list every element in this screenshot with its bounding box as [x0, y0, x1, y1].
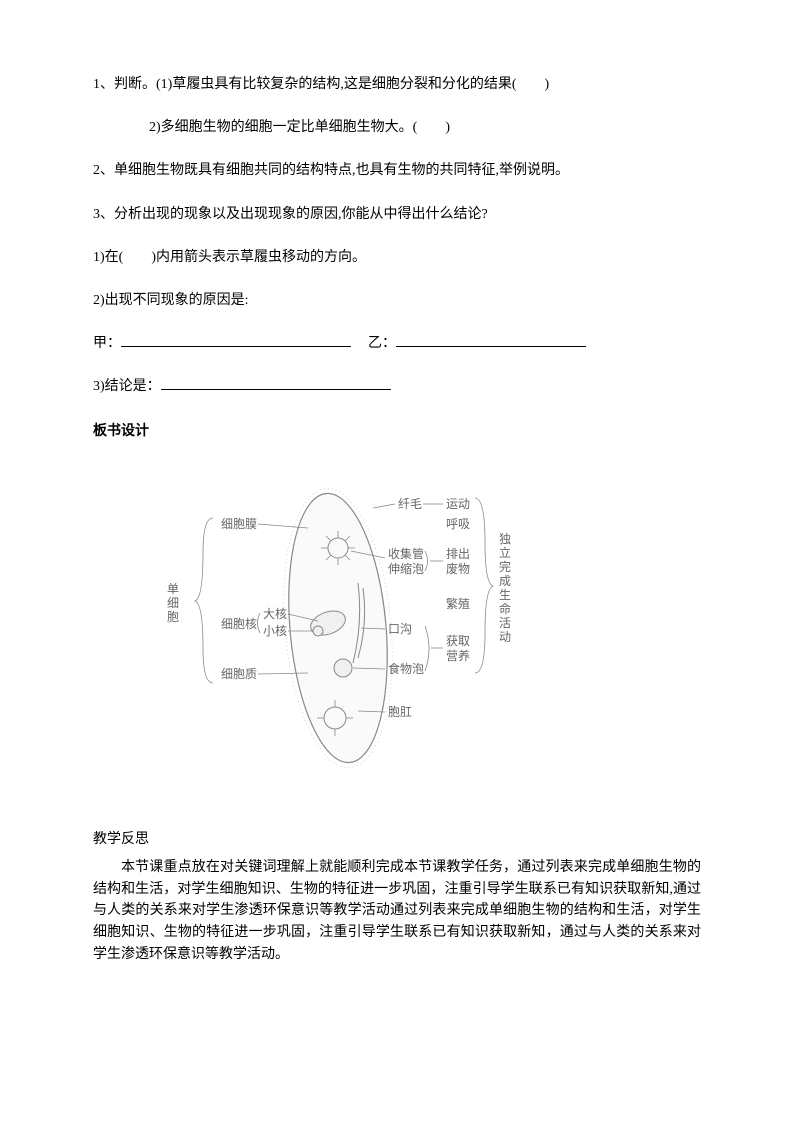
label-smallnucleus: 小核 [263, 624, 287, 638]
question-3-2: 2)出现不同现象的原因是: [93, 288, 701, 313]
q1-part1-text: (1)草履虫具有比较复杂的结构,这是细胞分裂和分化的结果( ) [156, 77, 549, 92]
label-cilia: 纤毛 [398, 497, 422, 511]
right-group-6: 命 [499, 601, 511, 616]
question-3-3: 3)结论是： [93, 374, 701, 399]
label-anal: 胞肛 [388, 705, 412, 719]
question-3-jiayiline: 甲： 乙： [93, 331, 701, 356]
left-group-3: 胞 [167, 610, 179, 624]
label-contract: 伸缩泡 [388, 561, 424, 576]
right-group-7: 活 [499, 616, 511, 630]
q3-3-label: 3)结论是： [93, 379, 161, 394]
q1-part2: 2)多细胞生物的细胞一定比单细胞生物大。( ) [93, 115, 701, 140]
right-group-8: 动 [499, 630, 511, 644]
blank-jia [121, 333, 351, 347]
reflection-title: 教学反思 [93, 827, 701, 852]
label-membrane: 细胞膜 [221, 517, 257, 531]
question-2: 2、单细胞生物既具有细胞共同的结构特点,也具有生物的共同特征,举例说明。 [93, 158, 701, 183]
label-oral: 口沟 [388, 622, 412, 636]
question-3-1: 1)在( )内用箭头表示草履虫移动的方向。 [93, 245, 701, 270]
right-group-1: 独 [499, 532, 511, 546]
question-3: 3、分析出现的现象以及出现现象的原因,你能从中得出什么结论? [93, 202, 701, 227]
label-collect: 收集管 [388, 546, 424, 561]
label-bignucleus: 大核 [263, 607, 287, 621]
label-excr1: 排出 [446, 547, 470, 561]
right-group-2: 立 [499, 545, 511, 560]
left-group-2: 细 [167, 596, 179, 610]
blank-conclusion [161, 376, 391, 390]
board-design-title: 板书设计 [93, 418, 701, 443]
right-group-4: 成 [499, 574, 511, 588]
jia-label: 甲： [93, 336, 121, 351]
right-group-5: 生 [499, 588, 511, 602]
label-breathing: 呼吸 [446, 517, 470, 531]
label-food: 食物泡 [388, 661, 424, 676]
blank-yi [396, 333, 586, 347]
label-nutr1: 获取 [446, 634, 470, 648]
paramecium-svg: 细胞膜 细胞核 大核 小核 细胞质 单 细 胞 纤毛 运动 呼吸 收集管 伸缩泡… [163, 473, 523, 783]
label-excr2: 废物 [446, 561, 470, 576]
label-nucleus: 细胞核 [221, 617, 257, 631]
q1-part1: 1、判断。(1)草履虫具有比较复杂的结构,这是细胞分裂和分化的结果( ) [93, 72, 701, 97]
label-nutr2: 营养 [446, 648, 470, 663]
right-group-3: 完 [499, 559, 511, 574]
label-movement: 运动 [446, 497, 470, 511]
yi-label: 乙： [368, 336, 396, 351]
left-group-1: 单 [167, 582, 179, 596]
question-1: 1、判断。(1)草履虫具有比较复杂的结构,这是细胞分裂和分化的结果( ) 2)多… [93, 72, 701, 140]
q1-prefix: 1、判断。 [93, 77, 156, 92]
label-reproduction: 繁殖 [446, 596, 470, 611]
paramecium-diagram: 细胞膜 细胞核 大核 小核 细胞质 单 细 胞 纤毛 运动 呼吸 收集管 伸缩泡… [163, 473, 523, 792]
label-cytoplasm: 细胞质 [221, 667, 257, 681]
reflection-body: 本节课重点放在对关键词理解上就能顺利完成本节课教学任务，通过列表来完成单细胞生物… [93, 857, 701, 965]
